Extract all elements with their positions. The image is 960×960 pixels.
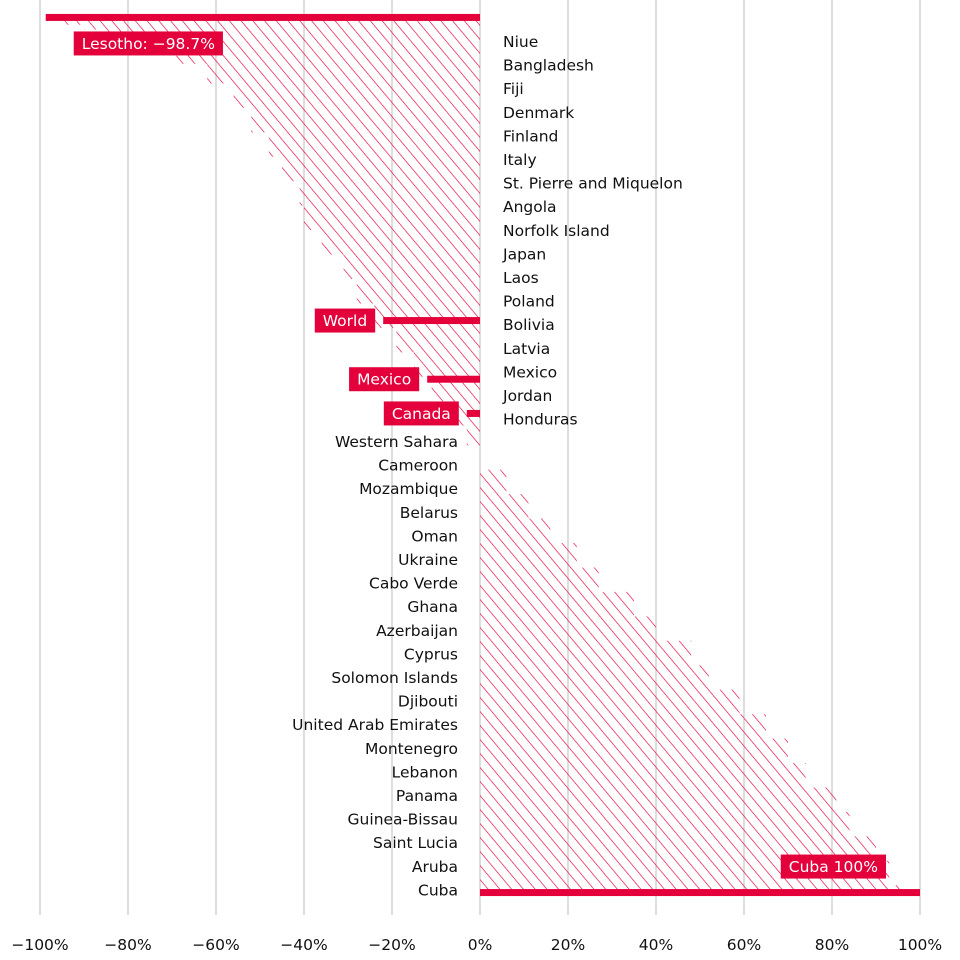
country-label: Lebanon [392, 763, 458, 781]
country-label: Montenegro [365, 740, 458, 758]
x-tick-label: 60% [727, 936, 761, 954]
country-label: Latvia [503, 340, 550, 358]
highlight-bar-lesotho [45, 13, 480, 21]
callout-label-cuba: Cuba 100% [789, 858, 878, 876]
highlight-bars [45, 13, 920, 897]
country-label: Cameroon [378, 457, 458, 475]
callout-world: World [314, 308, 376, 333]
callout-box [383, 401, 459, 426]
country-label: Ukraine [398, 551, 458, 569]
callout-lesotho: Lesotho: −98.7% [73, 31, 223, 56]
country-label: Laos [503, 269, 539, 287]
country-label: Bolivia [503, 316, 555, 334]
callout-box [73, 31, 223, 56]
country-label: Cyprus [404, 645, 458, 663]
x-tick-label: −20% [368, 936, 415, 954]
country-label: Angola [503, 198, 557, 216]
country-label: Fiji [503, 80, 524, 98]
callout-box [314, 308, 376, 333]
callout-label-lesotho: Lesotho: −98.7% [82, 35, 215, 53]
callouts: Lesotho: −98.7% World Mexico Canada Cuba 100… [73, 31, 886, 879]
area-series [45, 15, 921, 895]
country-label: Italy [503, 151, 537, 169]
country-label: Belarus [400, 504, 458, 522]
country-label: Poland [503, 293, 555, 311]
x-tick-label: 20% [551, 936, 585, 954]
country-label: Saint Lucia [373, 834, 458, 852]
country-label: Finland [503, 127, 558, 145]
area-fill [45, 15, 921, 895]
country-label: Japan [502, 245, 546, 263]
highlight-bar-canada [466, 409, 480, 417]
callout-mexico: Mexico [349, 367, 420, 392]
country-label: Cabo Verde [369, 575, 458, 593]
country-label: Solomon Islands [331, 669, 458, 687]
country-label: United Arab Emirates [292, 716, 458, 734]
country-label: Azerbaijan [376, 622, 458, 640]
x-tick-label: 80% [815, 936, 849, 954]
country-label: Honduras [503, 411, 578, 429]
callout-box [349, 367, 420, 392]
country-label: Western Sahara [335, 433, 458, 451]
highlight-bar-world [383, 317, 480, 325]
x-tick-label: 100% [898, 936, 942, 954]
country-label: Panama [396, 787, 458, 805]
country-labels: Niue Bangladesh Fiji Denmark Finland Italy St.… [292, 33, 683, 899]
country-label: Norfolk Island [503, 222, 610, 240]
country-label: Djibouti [398, 693, 458, 711]
country-label: Mexico [503, 363, 557, 381]
highlight-bar-cuba [480, 889, 920, 897]
x-tick-label: 0% [468, 936, 493, 954]
country-label: Denmark [503, 104, 574, 122]
country-label: Cuba [418, 881, 458, 899]
callout-label-mexico: Mexico [357, 371, 411, 389]
country-label: Aruba [412, 858, 458, 876]
callout-cuba: Cuba 100% [780, 854, 886, 879]
country-label: Mozambique [359, 480, 458, 498]
callout-canada: Canada [383, 401, 459, 426]
x-tick-label: 40% [639, 936, 673, 954]
country-label: Oman [411, 527, 458, 545]
country-label: Bangladesh [503, 57, 594, 75]
callout-label-canada: Canada [392, 405, 451, 423]
x-tick-label: −40% [280, 936, 327, 954]
country-label: Jordan [502, 387, 552, 405]
country-label: St. Pierre and Miquelon [503, 175, 683, 193]
country-label: Ghana [407, 598, 458, 616]
highlight-bar-mexico [427, 375, 480, 383]
x-tick-label: −60% [192, 936, 239, 954]
x-tick-label: −100% [11, 936, 68, 954]
x-tick-label: −80% [104, 936, 151, 954]
callout-box [780, 854, 886, 879]
callout-label-world: World [323, 312, 367, 330]
x-axis: −100% −80% −60% −40% −20% 0% 20% 40% 60% 80% 100% [11, 936, 942, 954]
country-label: Guinea-Bissau [348, 811, 458, 829]
country-label: Niue [503, 33, 538, 51]
